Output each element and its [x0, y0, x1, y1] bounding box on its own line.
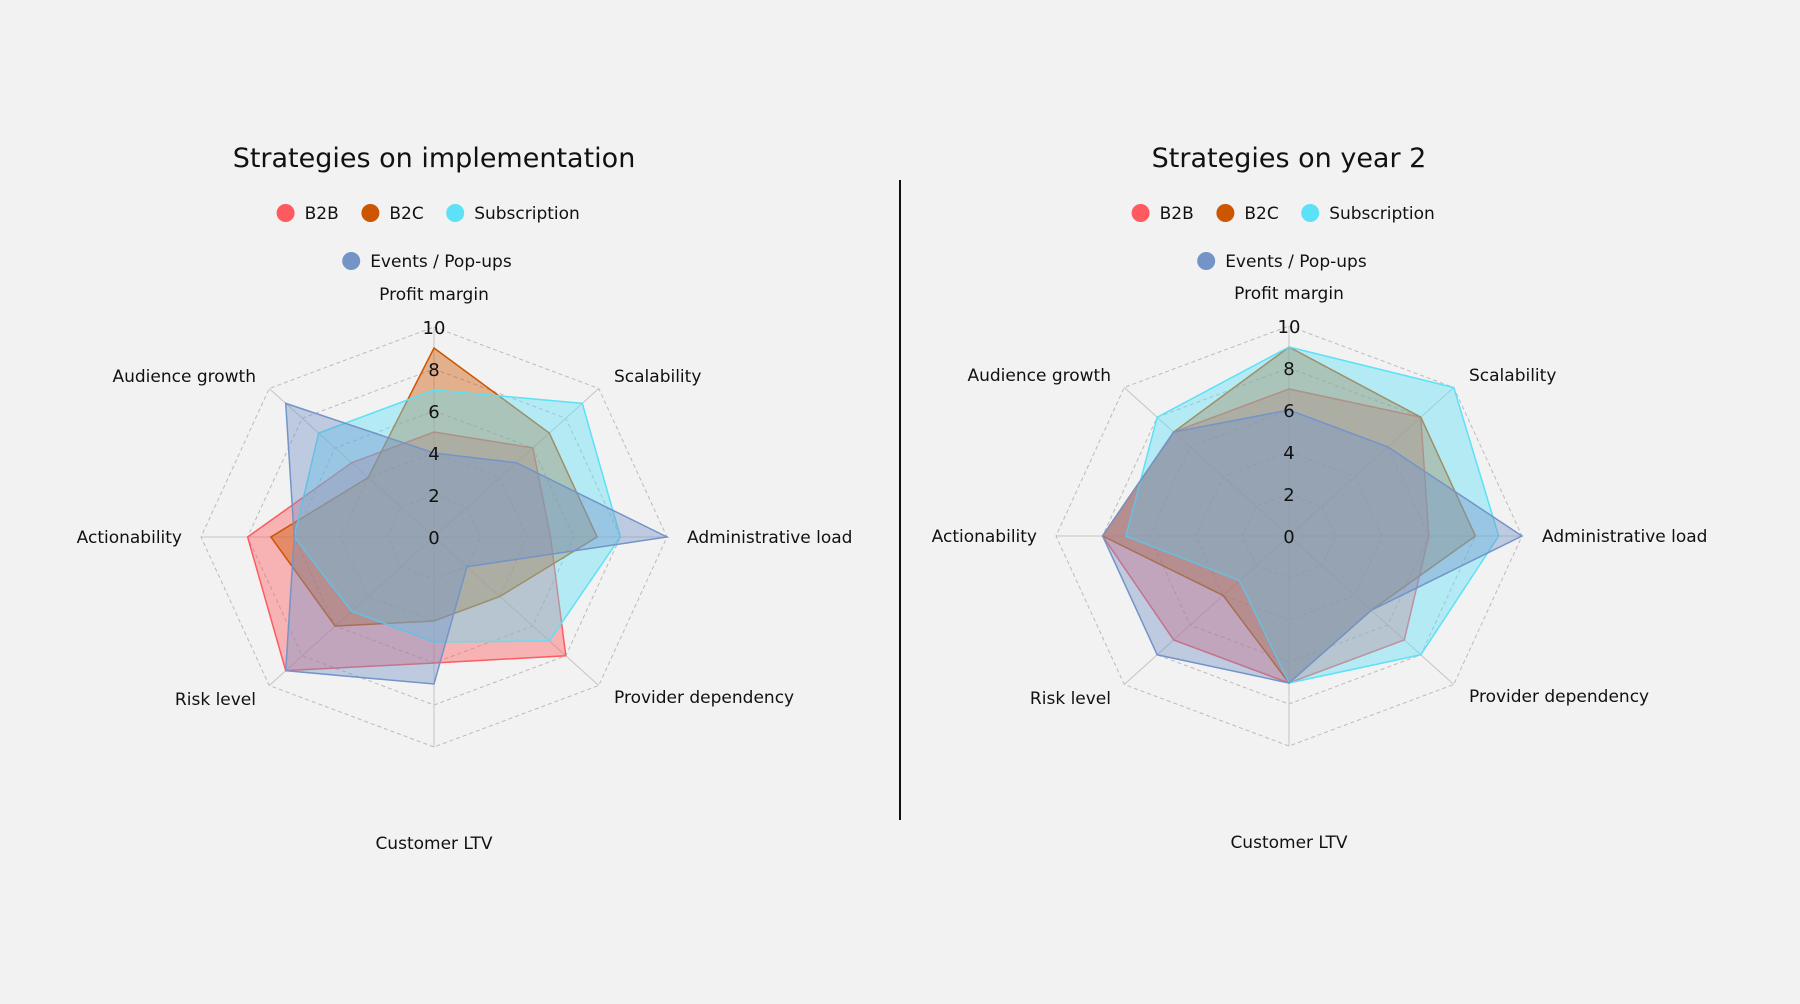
legend-marker: [1216, 204, 1235, 222]
legend-marker: [276, 204, 295, 222]
legend-item: B2B: [276, 204, 339, 224]
axis-label: Administrative load: [687, 528, 852, 548]
tick-label: 4: [1283, 443, 1294, 464]
series-area-events-pop-ups: [1101, 409, 1524, 684]
legend-marker: [1131, 204, 1150, 222]
legend-item: B2C: [361, 204, 424, 224]
legend-marker: [342, 252, 361, 270]
grid-spoke: [433, 536, 600, 686]
series-area-subscription: [293, 389, 622, 643]
tick-label: 8: [428, 360, 439, 381]
axis-label: Audience growth: [112, 367, 256, 387]
legend-item: Subscription: [446, 204, 580, 224]
chart-title: Strategies on year 2: [1152, 143, 1427, 174]
chart-title: Strategies on implementation: [233, 143, 636, 174]
legend-item: Events / Pop-ups: [342, 252, 512, 272]
legend-label: B2B: [305, 204, 339, 224]
tick-label: 10: [1278, 317, 1301, 338]
legend-label: B2C: [1244, 204, 1278, 224]
grid-spoke: [1288, 387, 1455, 537]
axis-label: Profit margin: [379, 285, 489, 305]
axis-label: Actionability: [932, 527, 1037, 547]
series-area-events-pop-ups: [284, 402, 670, 685]
legend-item: Events / Pop-ups: [1197, 252, 1367, 272]
axis-label: Customer LTV: [375, 834, 492, 854]
axis-label: Scalability: [1469, 366, 1556, 386]
axis-label: Provider dependency: [614, 688, 794, 708]
axis-label: Risk level: [1030, 689, 1111, 709]
legend: B2B B2C Subscription Events / Pop-ups: [1131, 204, 1435, 272]
radar-chart-2: Strategies on year 2 B2B B2C Subscription Ev…: [932, 143, 1708, 853]
legend-item: B2C: [1216, 204, 1279, 224]
axis-label: Actionability: [77, 528, 182, 548]
tick-label: 2: [1283, 485, 1294, 506]
tick-label: 0: [1283, 527, 1294, 548]
grid-ring: [1195, 451, 1383, 621]
axis-label: Customer LTV: [1230, 833, 1347, 853]
axis-label: Profit margin: [1234, 284, 1344, 304]
legend-label: Events / Pop-ups: [370, 252, 512, 272]
grid-spoke: [1123, 387, 1290, 537]
axis-label: Administrative load: [1542, 527, 1707, 547]
legend-label: Subscription: [1329, 204, 1435, 224]
tick-label: 0: [428, 528, 439, 549]
legend-label: Subscription: [474, 204, 580, 224]
legend-item: B2B: [1131, 204, 1194, 224]
grid-spoke: [1123, 535, 1290, 685]
axis-label: Audience growth: [967, 366, 1111, 386]
tick-label: 6: [428, 402, 439, 423]
tick-label: 4: [428, 444, 439, 465]
grid-ring: [340, 452, 528, 622]
legend-marker: [361, 204, 380, 222]
tick-label: 2: [428, 486, 439, 507]
axis-label: Provider dependency: [1469, 687, 1649, 707]
legend-marker: [1301, 204, 1320, 222]
axis-label: Risk level: [175, 690, 256, 710]
legend-label: B2C: [389, 204, 423, 224]
legend: B2B B2C Subscription Events / Pop-ups: [276, 204, 580, 272]
legend-marker: [1197, 252, 1216, 270]
series-area-b2c: [269, 346, 599, 627]
legend-label: B2B: [1160, 204, 1194, 224]
legend-label: Events / Pop-ups: [1225, 252, 1367, 272]
axis-label: Scalability: [614, 367, 701, 387]
radar-chart-1: Strategies on implementation B2B B2C Subscr…: [77, 143, 853, 854]
tick-label: 6: [1283, 401, 1294, 422]
legend-item: Subscription: [1301, 204, 1435, 224]
legend-marker: [446, 204, 465, 222]
tick-label: 8: [1283, 359, 1294, 380]
series-area-b2b: [246, 431, 567, 672]
tick-label: 10: [423, 318, 446, 339]
